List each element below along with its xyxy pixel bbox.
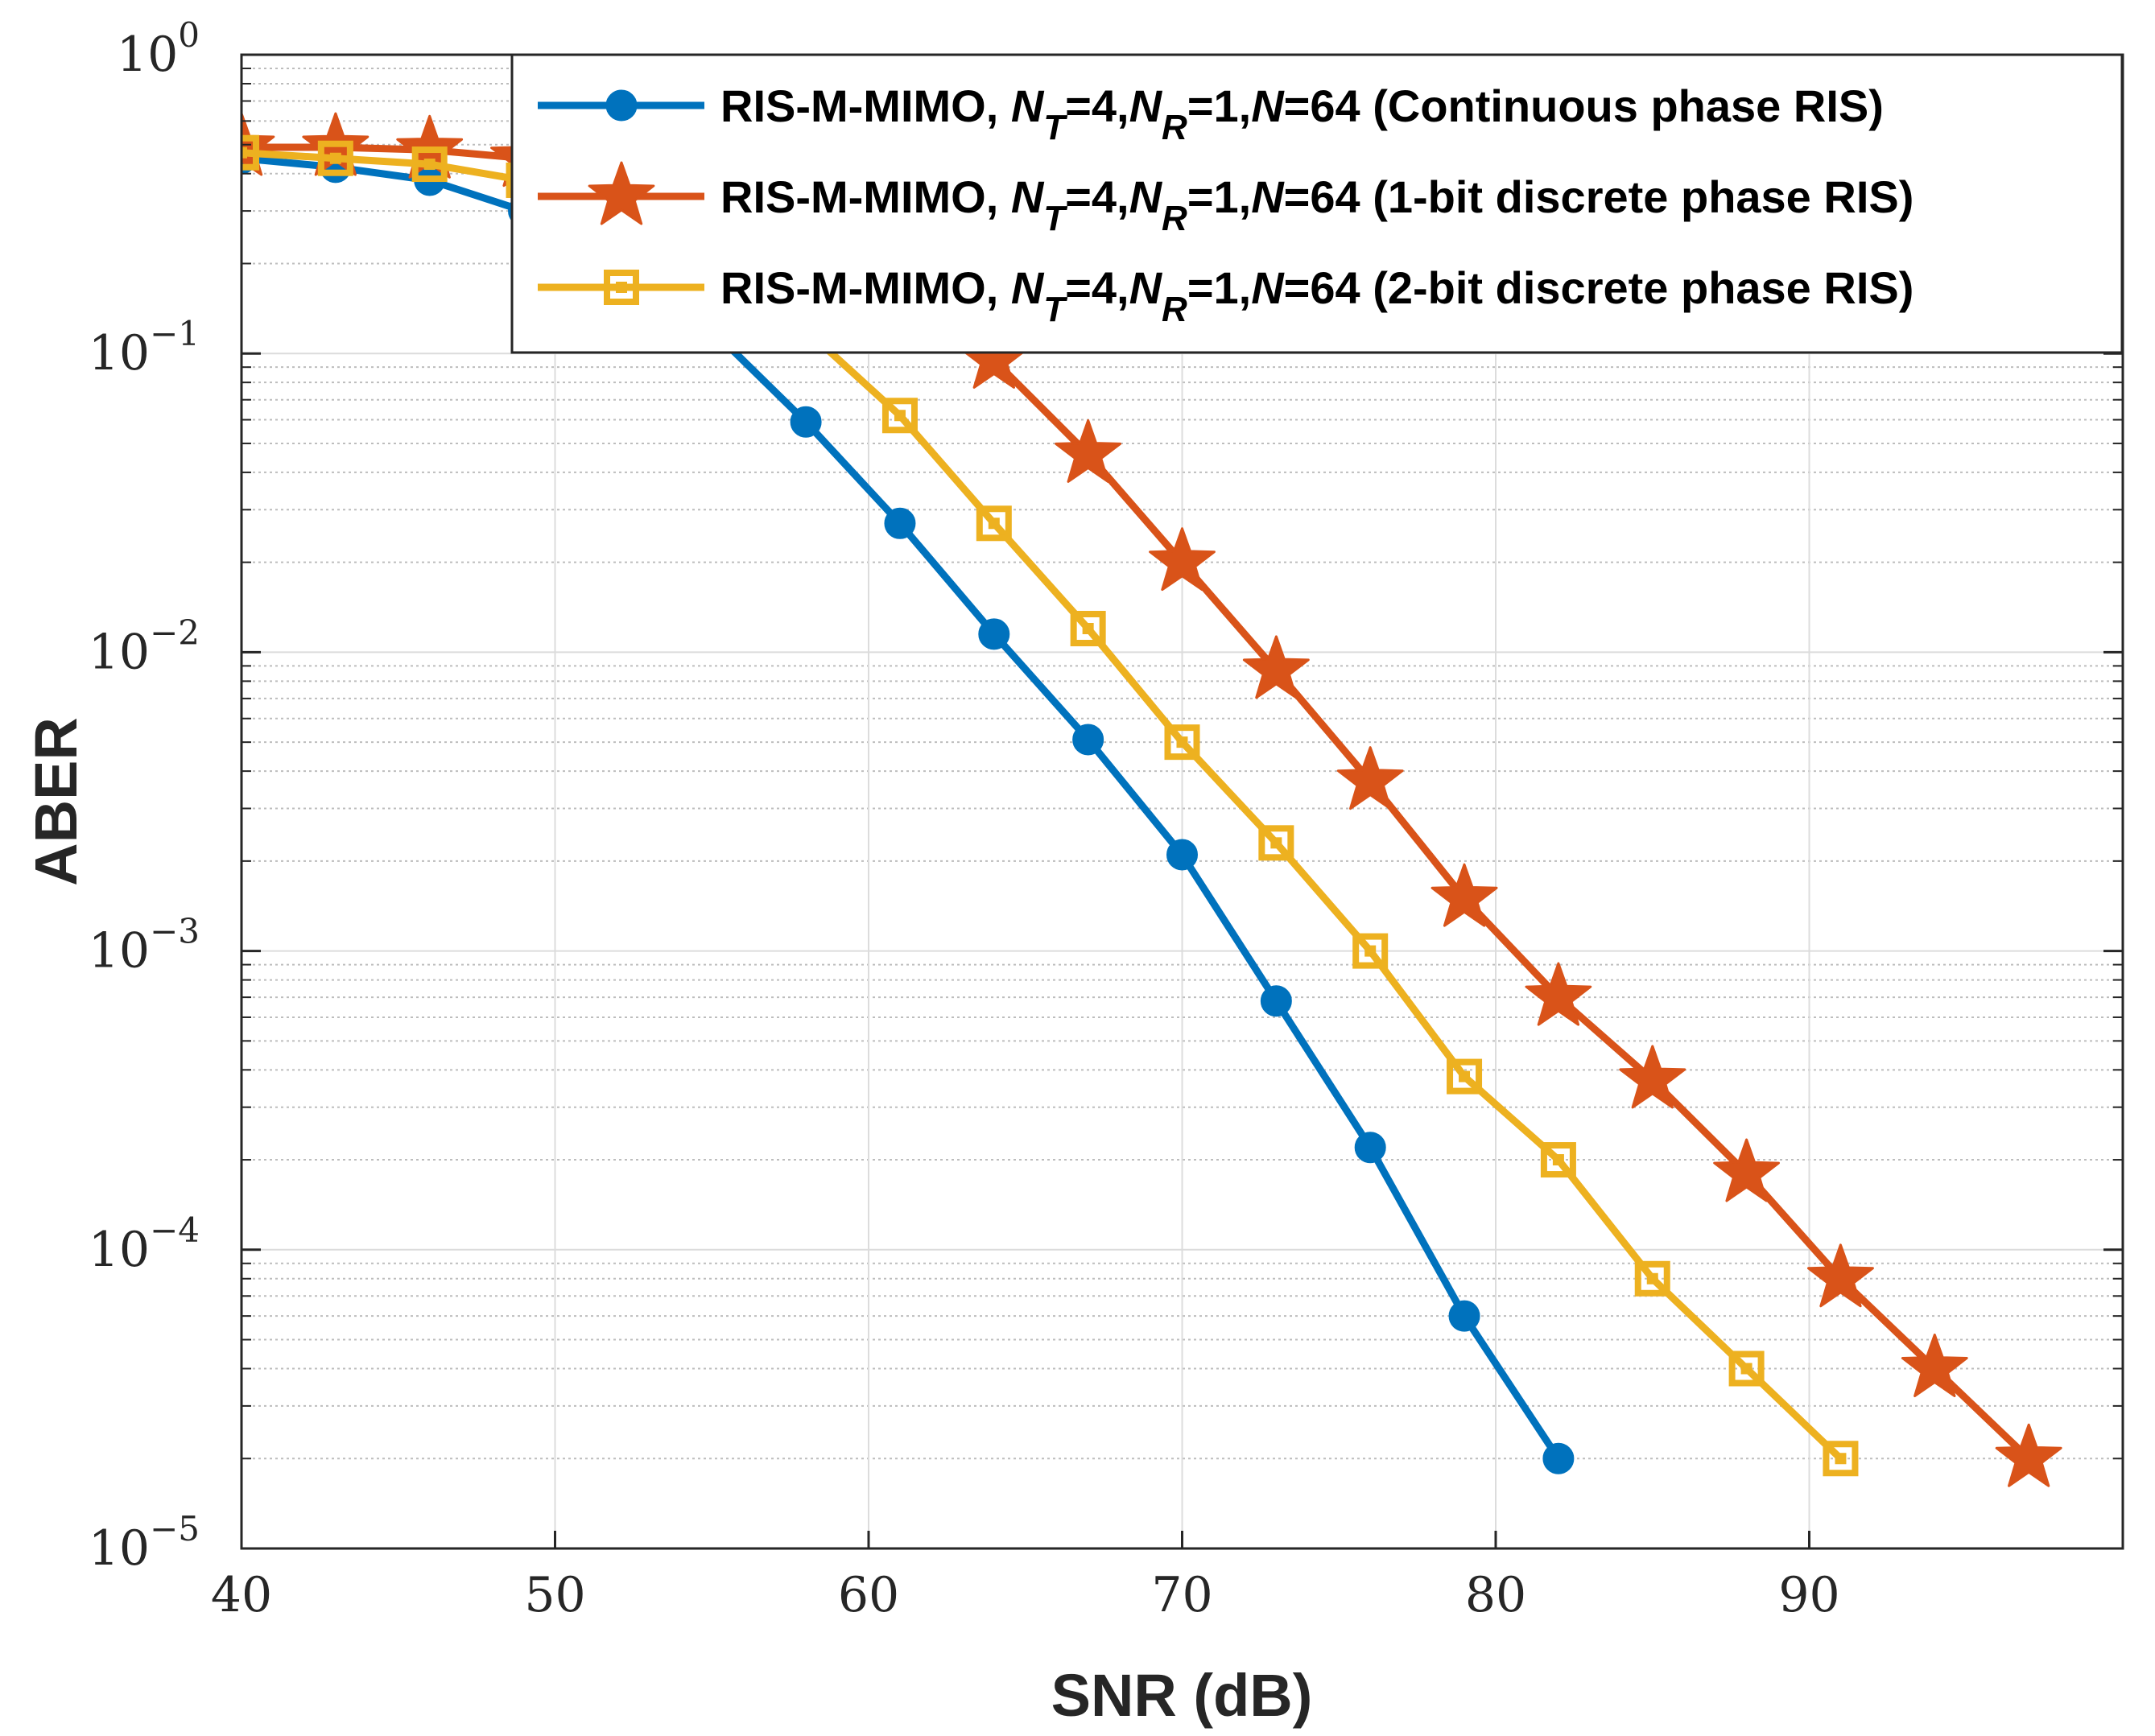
square-marker-outline [1258,825,1294,861]
data-point-onebit [1713,1138,1780,1202]
x-tick-label: 40 [211,1567,272,1623]
legend-box [510,53,2124,354]
square-marker-core [1270,837,1282,849]
square-marker-outline [411,146,448,183]
square-marker-core [1552,1154,1564,1166]
data-point-onebit [1149,527,1216,592]
square-marker-outline [1823,1441,1859,1477]
square-marker-outline [1070,611,1106,647]
square-marker-core [988,518,1000,530]
data-point-continuous [1542,1442,1575,1474]
square-marker-core [1364,945,1377,957]
data-point-twobit [1823,1441,1859,1477]
data-point-twobit [1352,933,1389,969]
data-point-continuous [884,507,916,539]
square-marker-outline [604,270,639,305]
data-point-twobit [976,505,1012,542]
x-tick-label: 50 [524,1567,585,1623]
data-point-continuous [1166,839,1198,871]
y-axis-title: ABER [23,717,89,886]
square-marker-outline [242,134,259,171]
data-point-twobit [1070,611,1106,647]
data-point-twobit [1540,1142,1576,1178]
data-point-continuous [1448,1300,1480,1332]
square-marker-outline [317,140,353,176]
square-marker-core [894,410,906,422]
data-point-onebit [1525,962,1592,1026]
y-tick-label: 10−5 [89,1509,200,1577]
legend-label-twobit: RIS-M-MIMO, NT=4,NR=1,N=64 (2-bit discre… [720,262,1913,329]
data-point-onebit [1242,635,1310,699]
data-point-twobit [242,134,259,171]
data-point-twobit [1164,724,1200,761]
data-point-continuous [790,406,822,438]
data-point-onebit [1430,863,1498,927]
x-tick-label: 60 [838,1567,899,1623]
square-marker-outline [1352,933,1389,969]
square-marker-core [329,152,341,164]
data-point-continuous [1354,1132,1386,1164]
data-point-twobit [1447,1058,1483,1095]
square-marker-outline [1447,1058,1483,1095]
data-point-continuous [978,618,1010,650]
x-tick-label: 90 [1778,1567,1839,1623]
square-marker-core [1835,1453,1847,1465]
data-point-twobit [1258,825,1294,861]
legend-marker-onebit [588,161,655,225]
square-marker-core [1646,1272,1658,1284]
square-marker-core [242,146,247,159]
square-marker-core [1740,1363,1752,1375]
legend-marker-continuous [605,89,638,122]
y-tick-label: 10−1 [89,314,200,381]
square-marker-outline [1634,1260,1670,1297]
data-point-twobit [1728,1350,1765,1387]
data-point-twobit [317,140,353,176]
square-marker-outline [881,398,918,434]
data-point-onebit [1619,1045,1686,1109]
square-marker-core [1459,1070,1471,1082]
data-point-continuous [1260,985,1292,1017]
y-tick-label: 10−4 [89,1210,200,1278]
square-marker-outline [976,505,1012,542]
legend-label-onebit: RIS-M-MIMO, NT=4,NR=1,N=64 (1-bit discre… [720,171,1913,238]
y-tick-label: 10−2 [89,612,200,680]
data-point-onebit [1995,1423,2062,1487]
square-marker-core [423,159,436,171]
axes: 40 50 60 70 80 90 100 10−1 10−2 10−3 10−4 10−5 [89,15,2124,1623]
square-marker-core [1176,736,1188,748]
legend-label-continuous: RIS-M-MIMO, NT=4,NR=1,N=64 (Continuous p… [720,80,1884,147]
square-marker-outline [1164,724,1200,761]
data-point-onebit [1901,1334,1968,1397]
square-marker-core [616,282,627,293]
data-point-twobit [411,146,448,183]
data-point-onebit [1807,1243,1874,1308]
legend-marker-twobit [604,270,639,305]
y-tick-label: 10−3 [89,912,200,979]
x-tick-label: 80 [1465,1567,1526,1623]
x-axis-title: SNR (dB) [1051,1662,1313,1729]
data-point-continuous [1072,724,1104,756]
series-layer [242,112,2062,1487]
data-point-onebit [1055,419,1122,483]
x-tick-label: 70 [1151,1567,1212,1623]
y-tick-label: 100 [117,15,200,83]
square-marker-core [1082,623,1094,635]
data-point-onebit [1336,746,1404,810]
legend: RIS-M-MIMO, NT=4,NR=1,N=64 (Continuous p… [510,53,2124,354]
square-marker-outline [1540,1142,1576,1178]
data-point-twobit [881,398,918,434]
square-marker-outline [1728,1350,1765,1387]
data-point-twobit [1634,1260,1670,1297]
